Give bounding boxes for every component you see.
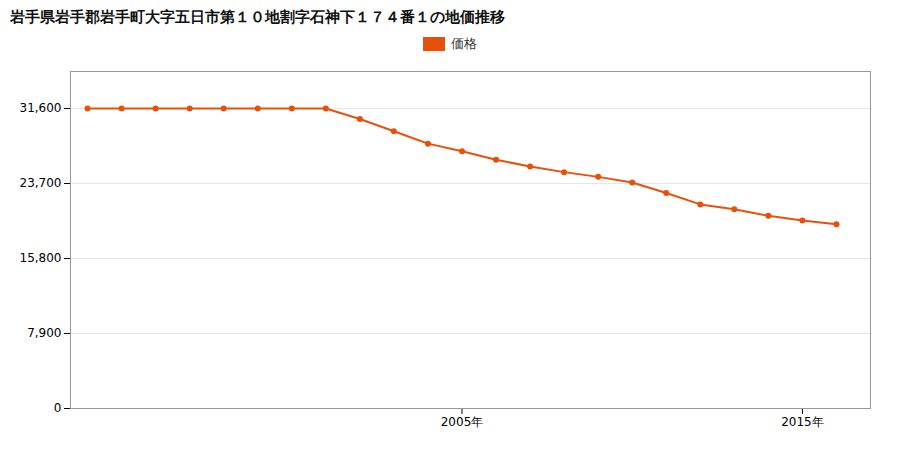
svg-text:31,600: 31,600 [20,101,62,115]
html-text:価格: 価格 [451,36,477,51]
svg-text:7,900: 7,900 [27,326,61,340]
svg-text:2015年: 2015年 [781,415,824,429]
svg-text:2005年: 2005年 [441,415,484,429]
svg-text:23,700: 23,700 [20,176,62,190]
html-text:岩手県岩手郡岩手町大字五日市第１０地割字石神下１７４番１の地: 岩手県岩手郡岩手町大字五日市第１０地割字石神下１７４番１の地価推移 [10,8,505,26]
svg-text:15,800: 15,800 [20,251,62,265]
svg-text:0: 0 [54,401,62,415]
